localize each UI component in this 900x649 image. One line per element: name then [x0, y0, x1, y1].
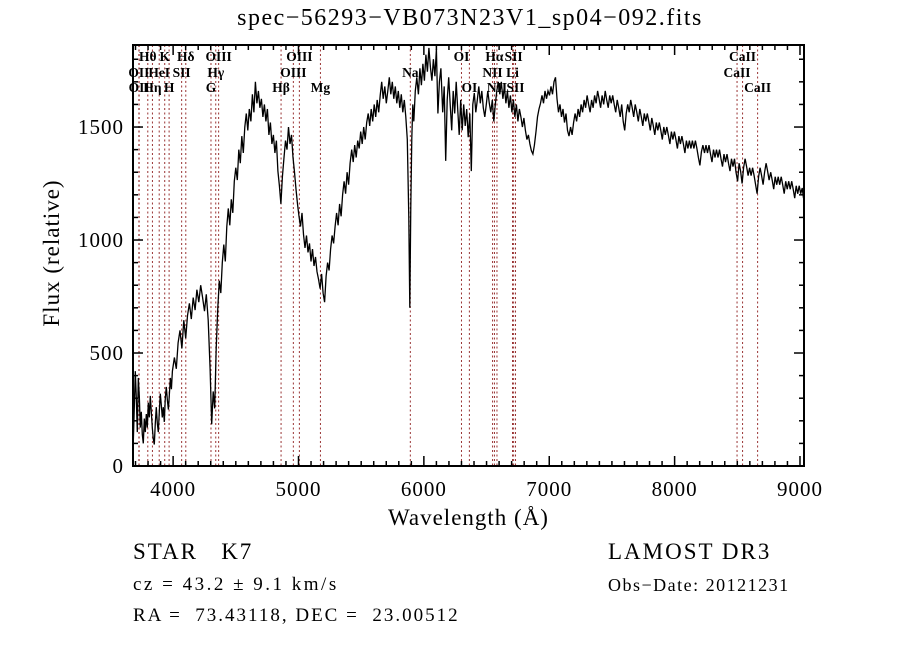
spectral-line-label: OIII — [280, 64, 307, 80]
obs-date-text: Obs−Date: 20121231 — [608, 575, 790, 595]
spectral-line-label: H — [163, 80, 175, 95]
spectral-line-label: HeI — [148, 64, 171, 80]
spectral-line-label: NII — [486, 80, 508, 95]
spectral-line-label: CaII — [744, 80, 772, 95]
x-tick-label: 4000 — [150, 477, 197, 501]
ra-dec-text: RA = 73.43118, DEC = 23.00512 — [133, 605, 460, 626]
y-tick-label: 0 — [112, 454, 124, 478]
cz-velocity-text: cz = 43.2 ± 9.1 km/s — [133, 574, 339, 595]
spectral-line-label: Mg — [310, 80, 331, 95]
plot-frame — [132, 44, 805, 467]
y-tick-label: 1000 — [78, 228, 124, 253]
spectral-line-label: OII — [128, 80, 150, 95]
x-axis-label: Wavelength (Å) — [388, 505, 549, 530]
spectral-line-label: G — [205, 80, 217, 95]
spectral-line-label: Hα — [485, 49, 504, 64]
object-class-text: STAR K7 — [133, 539, 254, 564]
spectral-line-label: Hβ — [272, 80, 290, 95]
x-tick-label: 8000 — [651, 477, 698, 501]
spectral-line-label: OI — [461, 80, 478, 95]
x-tick-label: 5000 — [275, 477, 322, 501]
plot-title: spec−56293−VB073N23V1_sp04−092.fits — [237, 5, 703, 31]
spectral-line-label: Na — [402, 64, 419, 80]
survey-release-text: LAMOST DR3 — [608, 539, 772, 564]
spectral-line-label: OI — [453, 49, 470, 64]
y-tick-label: 500 — [89, 341, 124, 365]
spectral-line-label: SII — [172, 64, 191, 80]
spectral-line-label: OIII — [205, 49, 232, 64]
spectral-line-label: CaII — [729, 49, 757, 64]
spectral-line-label: K — [159, 49, 170, 64]
y-axis-label: Flux (relative) — [39, 179, 64, 327]
spectral-line-label: SII — [506, 80, 525, 95]
spectral-line-label: OII — [128, 64, 150, 80]
spectral-line-label: Li — [506, 64, 519, 80]
spectral-line-label: CaII — [723, 64, 751, 80]
spectral-line-label: Hδ — [177, 49, 195, 64]
spectral-line-label: Hγ — [207, 64, 225, 80]
x-tick-label: 9000 — [776, 477, 823, 501]
spectral-line-label: Hθ — [139, 49, 157, 64]
x-tick-label: 7000 — [526, 477, 573, 501]
spectral-line-label: NII — [482, 64, 503, 80]
y-tick-label: 1500 — [78, 115, 124, 140]
spectral-line-label: OIII — [286, 49, 313, 64]
x-tick-label: 6000 — [400, 477, 447, 501]
spectral-line-label: SII — [504, 49, 523, 64]
spectral-line-label: Hη — [143, 80, 162, 95]
spectrum-path — [132, 47, 805, 453]
